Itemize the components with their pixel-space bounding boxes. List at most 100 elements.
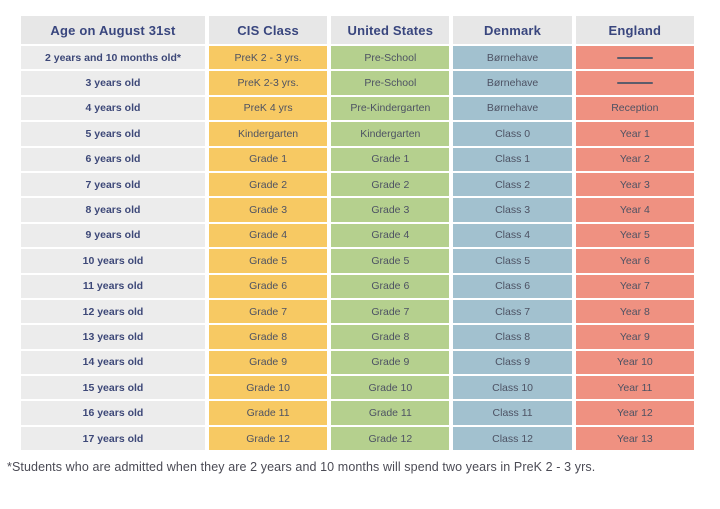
us-cell: Grade 4: [331, 223, 450, 248]
england-cell: Year 10: [575, 350, 694, 375]
us-cell: Grade 6: [331, 274, 450, 298]
age-cell: 14 years old: [21, 350, 205, 375]
england-cell: Year 4: [575, 198, 694, 222]
grade-comparison-table: Age on August 31st CIS Class United Stat…: [17, 14, 698, 452]
cis-cell: Grade 7: [208, 299, 328, 324]
england-cell: Year 12: [575, 401, 694, 425]
header-row: Age on August 31st CIS Class United Stat…: [21, 16, 694, 44]
table-row: 3 years old PreK 2-3 yrs. Pre-School Børneh…: [21, 71, 694, 95]
table-row: 11 years old Grade 6 Grade 6 Class 6 Year 7: [21, 274, 694, 298]
dash-line: [616, 82, 653, 85]
us-cell: Grade 12: [331, 426, 450, 451]
england-cell: Year 13: [575, 426, 694, 451]
england-cell: Reception: [575, 96, 694, 121]
age-cell: 13 years old: [21, 325, 205, 349]
us-cell: Grade 8: [331, 325, 450, 349]
denmark-cell: Class 9: [453, 350, 572, 375]
us-cell: Grade 9: [331, 350, 450, 375]
table-row: 17 years old Grade 12 Grade 12 Class 12 Year…: [21, 426, 694, 451]
us-cell: Grade 11: [331, 401, 450, 425]
denmark-cell: Børnehave: [453, 71, 572, 95]
table-row: 12 years old Grade 7 Grade 7 Class 7 Year 8: [21, 299, 694, 324]
cis-cell: PreK 2-3 yrs.: [208, 71, 328, 95]
us-cell: Pre-Kindergarten: [331, 96, 450, 121]
table-row: 4 years old PreK 4 yrs Pre-Kindergarten Bør…: [21, 96, 694, 121]
cis-cell: Grade 9: [208, 350, 328, 375]
england-cell: Year 3: [575, 172, 694, 197]
age-cell: 9 years old: [21, 223, 205, 248]
us-cell: Grade 5: [331, 249, 450, 273]
age-cell: 3 years old: [21, 71, 205, 95]
age-cell: 17 years old: [21, 426, 205, 451]
denmark-cell: Class 0: [453, 122, 572, 146]
denmark-cell: Class 1: [453, 147, 572, 171]
us-cell: Pre-School: [331, 46, 450, 70]
cis-cell: Grade 1: [208, 147, 328, 171]
column-header-denmark: Denmark: [453, 16, 572, 44]
us-cell: Grade 10: [331, 376, 450, 400]
england-cell: [575, 46, 694, 70]
england-cell: Year 7: [575, 274, 694, 298]
table-row: 2 years and 10 months old* PreK 2 - 3 yrs…: [21, 46, 694, 70]
us-cell: Grade 1: [331, 147, 450, 171]
age-cell: 16 years old: [21, 401, 205, 425]
cis-cell: Grade 12: [208, 426, 328, 451]
denmark-cell: Class 12: [453, 426, 572, 451]
denmark-cell: Class 8: [453, 325, 572, 349]
table-row: 7 years old Grade 2 Grade 2 Class 2 Year 3: [21, 172, 694, 197]
us-cell: Grade 7: [331, 299, 450, 324]
cis-cell: PreK 4 yrs: [208, 96, 328, 121]
column-header-cis-class: CIS Class: [208, 16, 328, 44]
us-cell: Grade 3: [331, 198, 450, 222]
age-cell: 12 years old: [21, 299, 205, 324]
denmark-cell: Class 11: [453, 401, 572, 425]
cis-cell: PreK 2 - 3 yrs.: [208, 46, 328, 70]
us-cell: Grade 2: [331, 172, 450, 197]
england-cell: Year 6: [575, 249, 694, 273]
cis-cell: Grade 11: [208, 401, 328, 425]
table-row: 6 years old Grade 1 Grade 1 Class 1 Year 2: [21, 147, 694, 171]
age-cell: 8 years old: [21, 198, 205, 222]
table-row: 5 years old Kindergarten Kindergarten Class…: [21, 122, 694, 146]
denmark-cell: Class 4: [453, 223, 572, 248]
age-cell: 11 years old: [21, 274, 205, 298]
age-cell: 10 years old: [21, 249, 205, 273]
england-cell: [575, 71, 694, 95]
age-cell: 7 years old: [21, 172, 205, 197]
england-cell: Year 2: [575, 147, 694, 171]
cis-cell: Grade 5: [208, 249, 328, 273]
footnote: *Students who are admitted when they are…: [7, 460, 596, 474]
table-row: 13 years old Grade 8 Grade 8 Class 8 Year 9: [21, 325, 694, 349]
age-cell: 5 years old: [21, 122, 205, 146]
cis-cell: Grade 10: [208, 376, 328, 400]
denmark-cell: Class 6: [453, 274, 572, 298]
cis-cell: Grade 2: [208, 172, 328, 197]
denmark-cell: Class 3: [453, 198, 572, 222]
column-header-england: England: [575, 16, 694, 44]
table-row: 15 years old Grade 10 Grade 10 Class 10 Year…: [21, 376, 694, 400]
us-cell: Kindergarten: [331, 122, 450, 146]
cis-cell: Kindergarten: [208, 122, 328, 146]
age-cell: 15 years old: [21, 376, 205, 400]
table-body: 2 years and 10 months old* PreK 2 - 3 yrs…: [21, 46, 694, 451]
denmark-cell: Børnehave: [453, 96, 572, 121]
column-header-united-states: United States: [331, 16, 450, 44]
column-header-age: Age on August 31st: [21, 16, 205, 44]
cis-cell: Grade 4: [208, 223, 328, 248]
england-cell: Year 11: [575, 376, 694, 400]
england-cell: Year 5: [575, 223, 694, 248]
age-cell: 4 years old: [21, 96, 205, 121]
england-cell: Year 1: [575, 122, 694, 146]
us-cell: Pre-School: [331, 71, 450, 95]
table-row: 16 years old Grade 11 Grade 11 Class 11 Year…: [21, 401, 694, 425]
table-row: 9 years old Grade 4 Grade 4 Class 4 Year 5: [21, 223, 694, 248]
denmark-cell: Class 5: [453, 249, 572, 273]
denmark-cell: Class 2: [453, 172, 572, 197]
cis-cell: Grade 6: [208, 274, 328, 298]
england-cell: Year 9: [575, 325, 694, 349]
denmark-cell: Class 10: [453, 376, 572, 400]
table-row: 10 years old Grade 5 Grade 5 Class 5 Year 6: [21, 249, 694, 273]
denmark-cell: Børnehave: [453, 46, 572, 70]
denmark-cell: Class 7: [453, 299, 572, 324]
